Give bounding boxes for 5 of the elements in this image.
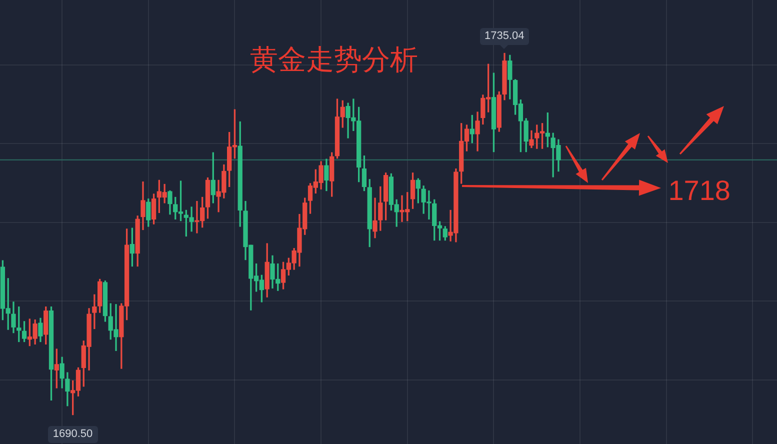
text: 黄金走势分析 bbox=[250, 43, 418, 76]
candlestick bbox=[92, 294, 97, 330]
annotation: 1718 bbox=[668, 175, 731, 206]
annotation: 1690.50 bbox=[48, 426, 98, 443]
annotation: 1735.04 bbox=[480, 28, 530, 46]
